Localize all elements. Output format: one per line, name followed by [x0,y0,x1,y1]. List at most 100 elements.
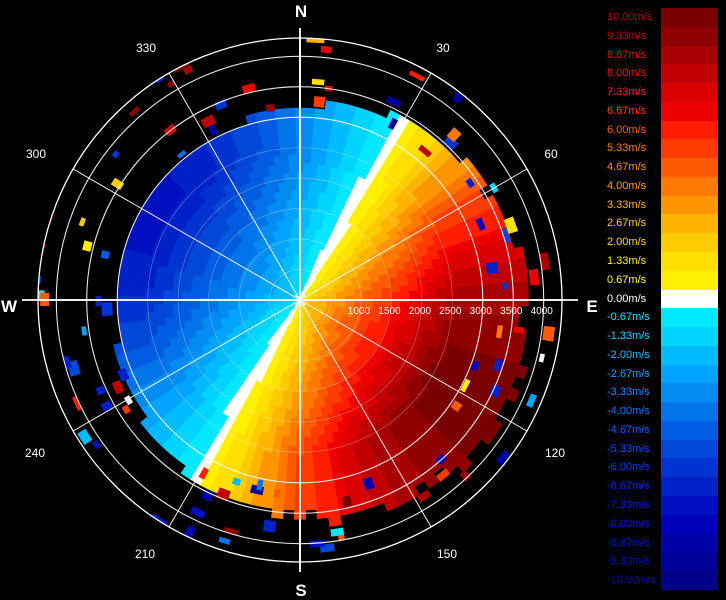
colorbar-row: -6.00m/s [604,458,722,478]
velocity-gate-outer [362,476,376,491]
velocity-gate-outer [470,360,480,372]
velocity-gate [418,289,429,298]
velocity-gate [296,253,300,264]
velocity-gate [153,288,164,297]
velocity-gate-outer [408,70,426,82]
compass-north-label: N [295,2,307,21]
velocity-gate [363,293,374,299]
velocity-gate [275,471,287,483]
velocity-gate [273,154,283,166]
velocity-gate [303,126,314,137]
colorbar-swatch [661,383,718,403]
velocity-gate [296,263,300,274]
colorbar-row: 9.33m/s [604,26,722,46]
velocity-gate [302,190,309,201]
ppi-radar-plot: N S E W 30 60 120 150 210 240 300 330 1000 1500 2000 25… [1,2,598,600]
velocity-gate [136,319,148,331]
velocity-gate-outer [436,468,451,482]
azimuth-spoke [299,72,432,301]
colorbar-label: 7.33m/s [607,86,647,99]
colorbar-swatch [661,176,718,196]
colorbar-row: 8.67m/s [604,45,722,65]
colorbar-swatch [661,496,718,515]
velocity-gate [226,301,237,307]
azimuth-spoke [168,72,301,301]
velocity-gate [303,436,312,447]
colorbar-row: 5.33m/s [604,139,722,159]
velocity-gate [303,445,313,456]
velocity-gate [426,281,438,291]
azimuth-label-120: 120 [545,446,565,460]
velocity-gate [313,480,326,492]
velocity-gate-outer [218,536,231,545]
colorbar-row: 0.00m/s [604,289,722,309]
colorbar-label: -4.00m/s [607,405,650,418]
velocity-gate [518,281,529,295]
velocity-gate-outer [201,488,215,502]
velocity-gate-outer [62,355,72,370]
velocity-gate [289,418,298,429]
velocity-gate [316,508,329,520]
colorbar-swatch [661,158,718,177]
velocity-gate [278,453,289,465]
colorbar-swatch [661,571,718,590]
velocity-gate [304,107,316,119]
velocity-gate [505,387,520,403]
velocity-gate [172,308,183,318]
velocity-gate [290,180,298,192]
colorbar-label: 3.33m/s [607,198,647,211]
velocity-gate [480,274,492,287]
velocity-gate [302,418,311,429]
velocity-gate-outer [111,379,125,395]
velocity-gate [472,175,488,191]
velocity-gate-outer [330,527,345,537]
velocity-gate [180,465,196,480]
velocity-gate [454,286,465,297]
velocity-gate [144,287,155,297]
velocity-gate-outer [273,489,281,498]
velocity-gate [293,226,299,237]
velocity-gate [303,454,314,465]
velocity-gate [269,136,281,148]
colorbar-label: -6.67m/s [607,480,650,493]
colorbar-row: -4.00m/s [604,402,722,421]
velocity-gate [135,311,147,322]
velocity-gate [285,116,296,128]
velocity-gate-outer [82,240,93,252]
compass-south-label: S [295,581,306,600]
velocity-gate-outer [155,76,165,84]
velocity-gate [303,144,313,155]
colorbar-row: 7.33m/s [604,83,722,102]
velocity-gate [303,135,314,146]
velocity-gate [427,288,438,298]
velocity-gate [288,436,297,447]
velocity-gate [271,508,284,520]
azimuth-spoke [72,168,301,301]
velocity-gate [285,472,296,484]
range-label-3500: 3500 [500,306,523,317]
velocity-gate [135,278,147,289]
center-marker [294,294,306,306]
range-label-3000: 3000 [470,306,493,317]
colorbar-row: 3.33m/s [604,195,722,215]
velocity-gate [268,127,279,139]
velocity-gate [199,302,210,309]
velocity-gate [472,285,484,296]
velocity-gate [286,463,297,474]
colorbar-label: -2.67m/s [607,367,650,380]
velocity-gate [284,481,296,493]
velocity-gate-outer [452,91,465,104]
velocity-gate [512,246,526,261]
velocity-gate [302,180,310,192]
velocity-gate-outer [81,326,88,336]
velocity-gate [171,302,182,311]
velocity-gate [288,427,298,438]
velocity-gate-outer [502,282,508,290]
velocity-gate [302,408,310,420]
velocity-gate [303,153,312,164]
velocity-data-layer [38,38,556,553]
colorbar-row: -2.67m/s [604,364,722,384]
velocity-gate [417,282,428,292]
velocity-gate [313,117,325,129]
colorbar-label: 9.33m/s [607,29,647,42]
